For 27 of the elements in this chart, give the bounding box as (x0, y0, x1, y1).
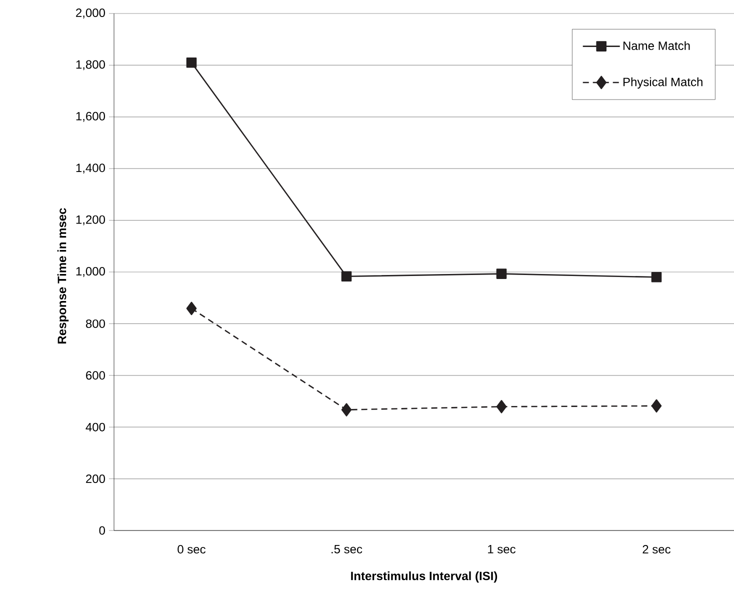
x-tick-label: 1 sec (488, 544, 516, 554)
y-tick-label: 600 (86, 370, 105, 380)
y-tick-label: 800 (86, 319, 105, 328)
point (341, 402, 352, 416)
y-tick-label: 2,000 (76, 8, 105, 18)
y-tick-label: 1,400 (76, 163, 105, 174)
point (186, 302, 197, 315)
point (651, 272, 662, 282)
x-tick-label: .5 sec (332, 544, 362, 554)
point (341, 271, 352, 282)
legend-label: Name Match (623, 40, 690, 50)
legend-label: Physical Match (623, 77, 702, 88)
y-tick-label: 1,000 (76, 266, 105, 277)
y-tick-label: 200 (86, 474, 105, 483)
y-tick-label: 1,600 (76, 112, 105, 122)
point (496, 268, 507, 279)
y-tick-label: 400 (86, 422, 105, 432)
x-tick-label: 2 sec (642, 544, 670, 554)
y-tick-label: 1,800 (76, 60, 105, 70)
x-tick-label: 0 sec (178, 544, 206, 554)
point (496, 400, 507, 414)
y-axis-title: Response Time in msec (57, 208, 69, 344)
point (651, 399, 662, 412)
y-tick-label: 1,200 (76, 215, 105, 226)
point (186, 57, 197, 68)
x-axis-title: Interstimulus Interval (ISI) (351, 571, 498, 582)
y-tick-label: 0 (99, 526, 106, 534)
